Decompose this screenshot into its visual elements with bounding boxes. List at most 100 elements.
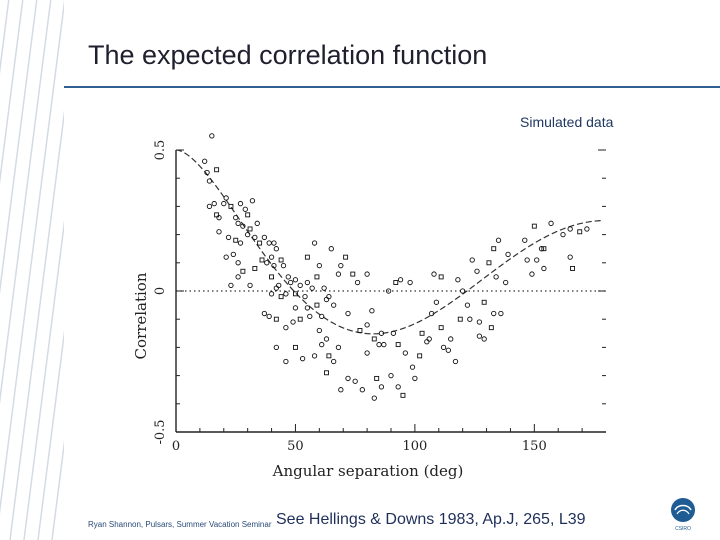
data-point xyxy=(290,319,296,325)
data-point xyxy=(273,344,279,351)
data-point xyxy=(371,395,377,401)
data-point xyxy=(257,240,263,246)
data-point xyxy=(273,246,279,252)
data-point xyxy=(283,325,289,331)
data-point xyxy=(245,212,251,218)
data-point xyxy=(225,234,232,241)
data-point xyxy=(402,350,408,356)
logo-text: CSIRO xyxy=(675,526,691,532)
data-point xyxy=(438,274,444,280)
data-point xyxy=(233,215,239,221)
data-point xyxy=(395,342,401,348)
data-point xyxy=(457,316,463,322)
slide-title: The expected correlation function xyxy=(88,40,488,70)
y-tick-label: -0.5 xyxy=(153,419,168,444)
data-point xyxy=(285,274,291,280)
data-point xyxy=(328,246,334,252)
data-point xyxy=(354,279,361,286)
tick-labels: 0 50 100 150 -0.5 0 0.5 xyxy=(153,140,547,454)
data-point xyxy=(393,280,399,285)
data-point xyxy=(567,254,573,260)
data-point xyxy=(316,262,322,269)
scatter-points xyxy=(202,133,590,401)
footer-credit: Ryan Shannon, Pulsars, Summer Vacation S… xyxy=(88,520,272,529)
data-point xyxy=(261,310,268,317)
data-point xyxy=(433,299,440,305)
expected-curve-line xyxy=(175,149,602,335)
data-point xyxy=(495,237,502,243)
x-tick-label: 50 xyxy=(287,439,304,454)
data-point xyxy=(278,294,284,300)
data-point xyxy=(464,302,471,308)
slide-header xyxy=(64,0,720,112)
data-point xyxy=(343,254,349,260)
data-point xyxy=(397,277,404,283)
data-point xyxy=(364,322,370,328)
data-point xyxy=(548,220,554,226)
data-point xyxy=(428,310,435,317)
data-point xyxy=(237,200,244,207)
data-point xyxy=(214,212,220,218)
data-point xyxy=(307,313,313,320)
data-point xyxy=(252,265,258,271)
data-point xyxy=(323,296,330,303)
data-point xyxy=(567,226,573,232)
data-point xyxy=(283,291,289,297)
data-point xyxy=(297,282,303,289)
data-point xyxy=(259,257,265,263)
data-point xyxy=(400,392,406,398)
data-point xyxy=(338,262,344,269)
data-point xyxy=(326,353,332,359)
data-point xyxy=(505,251,511,257)
sidebar-decoration xyxy=(0,0,64,540)
data-point xyxy=(498,310,504,317)
header-rule xyxy=(64,86,720,88)
csiro-logo-mark: CSIRO xyxy=(671,498,695,532)
data-point xyxy=(476,319,483,325)
data-point xyxy=(503,279,509,286)
data-point xyxy=(438,325,444,331)
data-point xyxy=(292,291,298,297)
data-point xyxy=(304,305,311,311)
data-point xyxy=(240,268,246,274)
data-point xyxy=(302,293,308,300)
data-point xyxy=(273,316,279,322)
data-point xyxy=(378,330,385,336)
data-point xyxy=(345,375,351,382)
data-point xyxy=(223,195,229,201)
data-point xyxy=(440,344,447,351)
data-point xyxy=(304,254,310,260)
data-point xyxy=(271,262,277,269)
hellings-downs-curve xyxy=(175,149,602,335)
x-axis-label: Angular separation (deg) xyxy=(272,462,464,480)
data-point xyxy=(230,251,236,257)
data-point xyxy=(326,293,332,300)
data-point xyxy=(235,274,241,280)
header-band xyxy=(64,0,720,86)
data-point xyxy=(242,206,248,212)
data-point xyxy=(266,240,272,246)
data-point xyxy=(481,336,487,342)
sidebar-stripes xyxy=(0,0,64,540)
correlation-chart: 0 50 100 150 -0.5 0 0.5 Angular separation (de… xyxy=(132,133,606,480)
data-point xyxy=(309,285,315,291)
data-point xyxy=(202,158,208,164)
data-point xyxy=(223,254,229,260)
data-point xyxy=(357,328,363,333)
data-point xyxy=(426,336,432,342)
data-point xyxy=(292,305,299,311)
data-point xyxy=(311,240,318,246)
data-point xyxy=(331,358,337,365)
data-point xyxy=(371,336,377,342)
data-point xyxy=(378,384,385,390)
data-point xyxy=(216,215,222,221)
data-point xyxy=(228,282,234,289)
data-point xyxy=(324,370,329,376)
data-point xyxy=(331,302,337,308)
data-point xyxy=(209,133,215,139)
data-point xyxy=(273,285,279,291)
data-point xyxy=(488,325,494,331)
footer-reference: See Hellings & Downs 1983, Ap.J, 265, L3… xyxy=(276,511,586,528)
data-point xyxy=(221,200,227,207)
y-tick-label: 0.5 xyxy=(153,140,168,161)
